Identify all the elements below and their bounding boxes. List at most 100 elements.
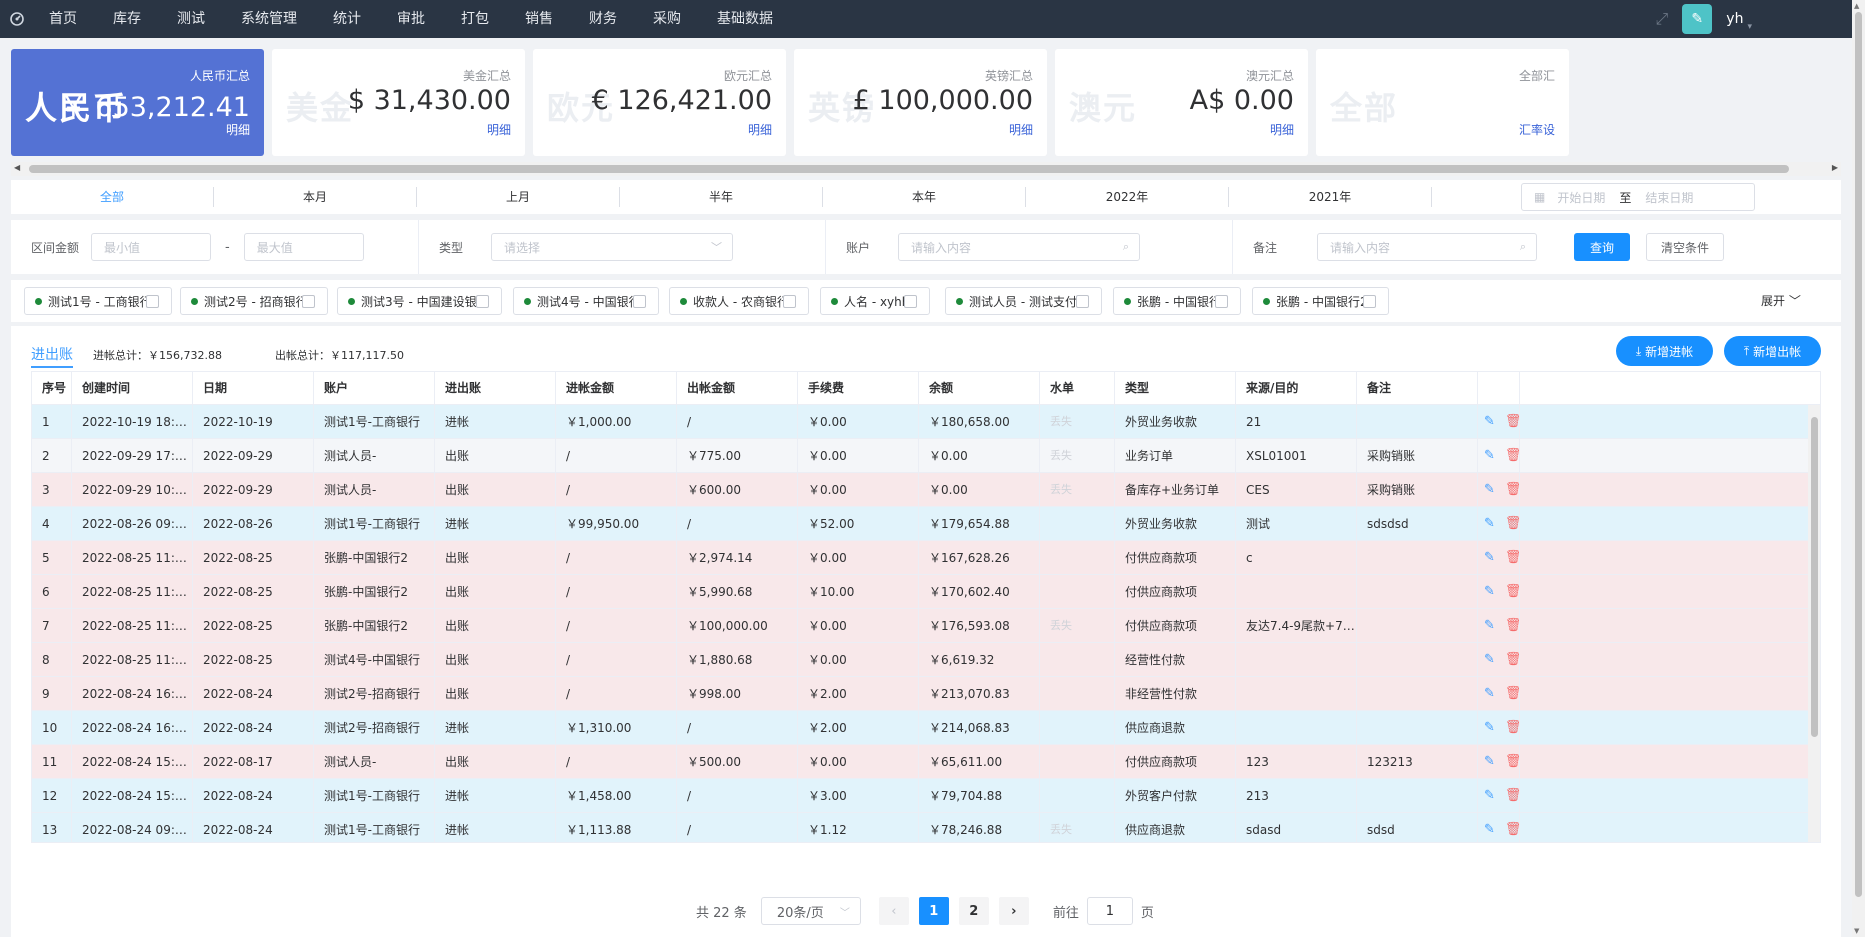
edit-icon[interactable]: ✎ (1484, 720, 1495, 735)
card-detail-link[interactable]: 明细 (486, 123, 511, 137)
table-scroll-thumb[interactable] (1811, 417, 1818, 737)
account-chip[interactable]: 测试2号 - 招商银行 (180, 287, 328, 315)
delete-icon[interactable]: 🗑 (1504, 584, 1520, 599)
edit-icon[interactable]: ✎ (1484, 414, 1495, 429)
chip-checkbox[interactable] (633, 295, 646, 308)
delete-icon[interactable]: 🗑 (1504, 754, 1520, 769)
type-select[interactable]: 请选择 ﹀ (491, 233, 734, 261)
chip-checkbox[interactable] (1076, 295, 1089, 308)
chip-checkbox[interactable] (146, 295, 159, 308)
period-tab[interactable]: 上月 (417, 187, 620, 207)
edit-icon[interactable]: ✎ (1484, 550, 1495, 565)
nav-item[interactable]: 库存 (113, 11, 141, 27)
nav-item[interactable]: 打包 (461, 11, 489, 27)
clear-filters-button[interactable]: 清空条件 (1646, 233, 1725, 261)
currency-card[interactable]: 澳元汇总 澳元 A$ 0.00 明细 (1055, 49, 1308, 156)
end-date-input[interactable]: 结束日期 (1645, 190, 1694, 205)
page-scrollbar[interactable]: ▲ ▼ (1852, 0, 1865, 937)
card-detail-link[interactable]: 明细 (1008, 123, 1033, 137)
chip-checkbox[interactable] (476, 295, 489, 308)
goto-page-input[interactable]: 1 (1086, 897, 1133, 925)
delete-icon[interactable]: 🗑 (1504, 822, 1520, 837)
remark-search-input[interactable]: 请输入内容 ⌕ (1317, 233, 1538, 261)
nav-item[interactable]: 系统管理 (241, 11, 297, 27)
max-amount-input[interactable]: 最大值 (243, 233, 364, 261)
scroll-left-icon[interactable]: ◀ (14, 163, 21, 172)
account-chip[interactable]: 收款人 - 农商银行 (669, 287, 809, 315)
currency-card[interactable]: 美金汇总 美金 $ 31,430.00 明细 (272, 49, 525, 156)
avatar[interactable]: ✎ (1682, 4, 1713, 34)
account-chip[interactable]: 测试4号 - 中国银行 (513, 287, 659, 315)
account-chip[interactable]: 测试3号 - 中国建设银行 (337, 287, 502, 315)
period-tab[interactable]: 2022年 (1026, 187, 1229, 207)
period-tab[interactable]: 半年 (620, 187, 823, 207)
start-date-input[interactable]: 开始日期 (1557, 190, 1606, 205)
date-range-picker[interactable]: ▦ 开始日期 至 结束日期 (1521, 183, 1755, 211)
account-search-input[interactable]: 请输入内容 ⌕ (898, 233, 1141, 261)
edit-icon[interactable]: ✎ (1484, 516, 1495, 531)
edit-icon[interactable]: ✎ (1484, 448, 1495, 463)
currency-card[interactable]: 人民币汇总 人民币 ￥ 653,212.41 明细 (11, 49, 264, 156)
chevron-down-icon[interactable]: ▾ (1747, 22, 1752, 32)
page-button[interactable]: 2 (958, 897, 989, 925)
scroll-down-icon[interactable]: ▼ (1854, 927, 1860, 935)
nav-item[interactable]: 审批 (397, 11, 425, 27)
account-chip[interactable]: 人名 - xyhhh (820, 287, 930, 315)
card-detail-link[interactable]: 明细 (747, 123, 772, 137)
account-chip[interactable]: 张鹏 - 中国银行2 (1252, 287, 1389, 315)
chip-checkbox[interactable] (302, 295, 315, 308)
nav-item[interactable]: 财务 (589, 11, 617, 27)
nav-item[interactable]: 基础数据 (717, 11, 773, 27)
page-size-select[interactable]: 20条/页 ﹀ (760, 897, 861, 925)
card-detail-link[interactable]: 明细 (1269, 123, 1294, 137)
add-expense-button[interactable]: ⤒ 新增出帐 (1724, 336, 1821, 366)
scroll-up-icon[interactable]: ▲ (1854, 2, 1860, 10)
nav-item[interactable]: 首页 (49, 11, 77, 27)
edit-icon[interactable]: ✎ (1484, 686, 1495, 701)
table-scrollbar[interactable] (1808, 405, 1820, 842)
tab-ledger[interactable]: 进出账 (31, 344, 73, 368)
expand-toggle[interactable]: 展开 ﹀ (1761, 292, 1801, 309)
chip-checkbox[interactable] (1363, 295, 1376, 308)
nav-item[interactable]: 销售 (525, 11, 553, 27)
card-detail-link[interactable]: 明细 (225, 123, 250, 137)
account-chip[interactable]: 张鹏 - 中国银行 (1113, 287, 1241, 315)
chip-checkbox[interactable] (904, 295, 917, 308)
delete-icon[interactable]: 🗑 (1504, 788, 1520, 803)
account-chip[interactable]: 测试1号 - 工商银行 (24, 287, 172, 315)
edit-icon[interactable]: ✎ (1484, 584, 1495, 599)
period-tab[interactable]: 本月 (214, 187, 417, 207)
delete-icon[interactable]: 🗑 (1504, 448, 1520, 463)
min-amount-input[interactable]: 最小值 (91, 233, 212, 261)
delete-icon[interactable]: 🗑 (1504, 482, 1520, 497)
edit-icon[interactable]: ✎ (1484, 482, 1495, 497)
page-button[interactable]: 1 (918, 897, 949, 925)
cards-scroll-thumb[interactable] (29, 165, 1789, 173)
delete-icon[interactable]: 🗑 (1504, 550, 1520, 565)
nav-item[interactable]: 测试 (177, 11, 205, 27)
delete-icon[interactable]: 🗑 (1504, 516, 1520, 531)
delete-icon[interactable]: 🗑 (1504, 720, 1520, 735)
delete-icon[interactable]: 🗑 (1504, 686, 1520, 701)
delete-icon[interactable]: 🗑 (1504, 618, 1520, 633)
chip-checkbox[interactable] (1215, 295, 1228, 308)
delete-icon[interactable]: 🗑 (1504, 652, 1520, 667)
edit-icon[interactable]: ✎ (1484, 754, 1495, 769)
period-tab[interactable]: 本年 (823, 187, 1026, 207)
nav-item[interactable]: 采购 (653, 11, 681, 27)
delete-icon[interactable]: 🗑 (1504, 414, 1520, 429)
currency-card[interactable]: 欧元汇总 欧元 € 126,421.00 明细 (533, 49, 786, 156)
logo-icon[interactable] (0, 0, 34, 38)
fullscreen-icon[interactable]: ⤢ (1655, 9, 1669, 28)
